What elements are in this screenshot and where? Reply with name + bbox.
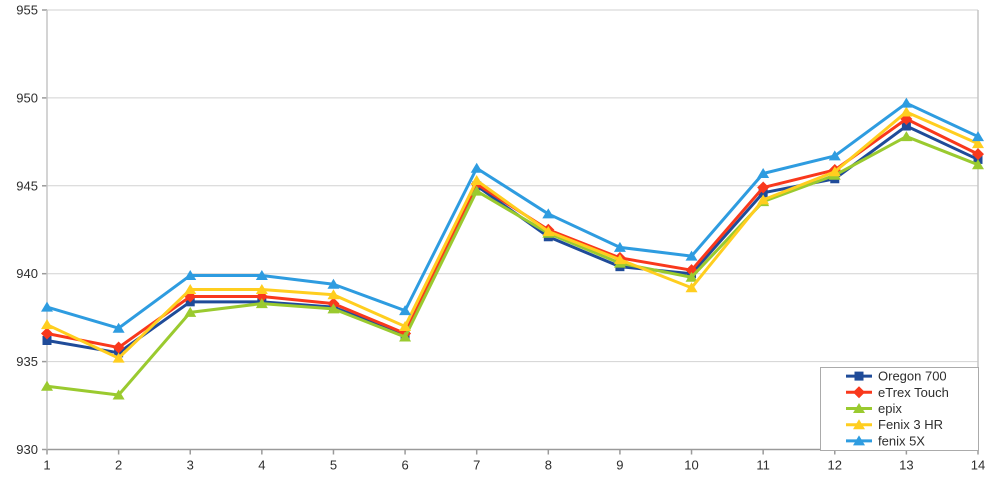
legend-triangle-marker-icon	[853, 403, 865, 413]
x-tick-label: 12	[828, 458, 842, 473]
x-tick-label: 11	[756, 458, 770, 473]
y-tick-label: 945	[16, 178, 38, 193]
legend-label: epix	[878, 401, 902, 416]
triangle-marker-icon	[255, 284, 268, 295]
triangle-marker-icon	[327, 303, 340, 314]
triangle-marker-icon	[184, 269, 197, 280]
x-tick-label: 5	[330, 458, 337, 473]
triangle-marker-icon	[900, 131, 913, 142]
legend-diamond-marker-icon	[853, 386, 865, 399]
x-tick-label: 10	[684, 458, 698, 473]
x-tick-label: 6	[401, 458, 408, 473]
x-tick-label: 3	[187, 458, 194, 473]
y-tick-label: 940	[16, 266, 38, 281]
triangle-marker-icon	[184, 284, 197, 295]
series-line-fenix-3-hr	[46, 110, 979, 360]
series-line-fenix-5x	[46, 101, 979, 330]
diamond-marker-icon	[757, 181, 770, 194]
triangle-marker-icon	[399, 305, 412, 316]
y-tick-label: 930	[16, 442, 38, 457]
triangle-marker-icon	[41, 319, 53, 330]
triangle-marker-icon	[41, 380, 53, 391]
x-tick-label: 2	[115, 458, 122, 473]
triangle-marker-icon	[470, 162, 483, 173]
series-line-epix	[46, 135, 979, 397]
triangle-marker-icon	[255, 269, 268, 280]
triangle-marker-icon	[112, 322, 125, 333]
diamond-marker-icon	[972, 148, 984, 161]
triangle-marker-icon	[972, 138, 984, 149]
legend-triangle-marker-icon	[853, 435, 865, 446]
x-tick-label: 4	[258, 458, 265, 473]
triangle-marker-icon	[828, 166, 841, 177]
x-tick-label: 9	[616, 458, 623, 473]
x-tick-label: 13	[899, 458, 913, 473]
triangle-marker-icon	[470, 175, 483, 186]
triangle-marker-icon	[757, 167, 770, 178]
triangle-marker-icon	[184, 306, 197, 317]
legend-label: eTrex Touch	[878, 385, 949, 400]
triangle-marker-icon	[972, 159, 984, 170]
legend-triangle-marker-icon	[853, 419, 865, 430]
triangle-marker-icon	[327, 278, 340, 289]
triangle-marker-icon	[542, 226, 555, 237]
square-marker-icon	[901, 121, 911, 131]
triangle-marker-icon	[972, 131, 984, 142]
triangle-marker-icon	[399, 320, 412, 331]
triangle-marker-icon	[41, 301, 53, 312]
triangle-marker-icon	[685, 271, 698, 282]
triangle-marker-icon	[900, 106, 913, 117]
x-tick-label: 7	[473, 458, 480, 473]
triangle-marker-icon	[255, 298, 268, 309]
y-tick-label: 950	[16, 90, 38, 105]
x-tick-label: 1	[43, 458, 50, 473]
diamond-marker-icon	[112, 341, 125, 354]
triangle-marker-icon	[757, 194, 770, 205]
triangle-marker-icon	[542, 208, 555, 219]
triangle-marker-icon	[613, 254, 626, 265]
x-tick-label: 8	[545, 458, 552, 473]
triangle-marker-icon	[900, 97, 913, 108]
legend-label: Fenix 3 HR	[878, 417, 943, 432]
triangle-marker-icon	[470, 185, 483, 196]
diamond-marker-icon	[41, 327, 53, 340]
triangle-marker-icon	[399, 331, 412, 342]
triangle-marker-icon	[613, 241, 626, 252]
legend-square-marker-icon	[854, 371, 864, 381]
triangle-marker-icon	[112, 352, 125, 363]
square-marker-icon	[42, 336, 52, 346]
legend-label: fenix 5X	[878, 433, 925, 448]
y-tick-label: 955	[16, 3, 38, 18]
triangle-marker-icon	[685, 250, 698, 261]
triangle-marker-icon	[685, 282, 698, 293]
triangle-marker-icon	[327, 289, 340, 300]
x-tick-label: 14	[971, 458, 985, 473]
triangle-marker-icon	[828, 150, 841, 161]
triangle-marker-icon	[112, 389, 125, 400]
legend-label: Oregon 700	[878, 369, 947, 384]
y-tick-label: 935	[16, 354, 38, 369]
